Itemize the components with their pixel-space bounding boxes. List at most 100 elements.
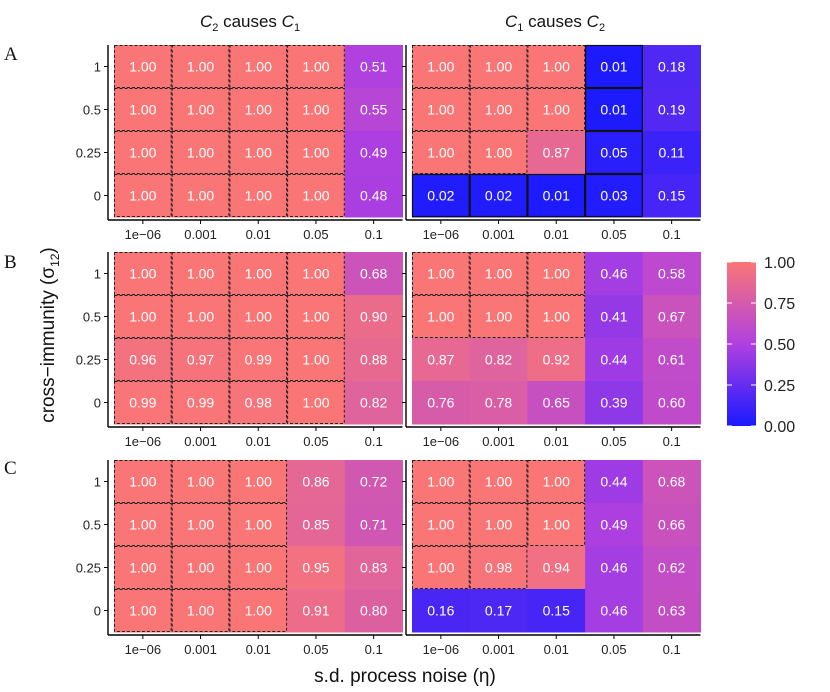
cell-value-label: 0.95 — [302, 560, 329, 576]
heatmap-cell — [642, 338, 701, 382]
cell-outline-dashed — [469, 503, 528, 546]
cell-outline-dashed — [287, 45, 345, 88]
heatmap-cell — [171, 589, 230, 633]
cell-value-label: 1.00 — [187, 59, 214, 75]
y-tick-label: 0.5 — [83, 310, 101, 325]
x-tick-label: 0.001 — [184, 434, 217, 449]
cell-outline-dashed — [171, 338, 230, 381]
cell-value-label: 1.00 — [187, 102, 214, 118]
cell-value-label: 0.46 — [600, 560, 627, 576]
heatmap-cell — [344, 503, 403, 547]
heatmap-cell — [344, 589, 403, 633]
panel-a-2: 1.00 1.00 1.00 0.01 0.18 1.00 1.00 1.00 0.01 0.19… — [402, 44, 701, 242]
heatmap-cell — [344, 252, 403, 296]
cell-outline-dashed — [412, 503, 470, 546]
heatmap-cell — [287, 589, 346, 633]
y-tick-label: 0 — [94, 604, 101, 619]
cell-outline-dashed — [469, 131, 528, 174]
cell-value-label: 1.00 — [187, 145, 214, 161]
cell-outline-dashed — [171, 88, 230, 131]
heatmap-cell — [287, 45, 346, 89]
x-tick-label: 0.1 — [365, 642, 383, 657]
heatmap-cell — [229, 252, 288, 296]
cell-outline-dashed — [527, 252, 586, 295]
cell-outline-dashed — [171, 252, 230, 295]
cell-value-label: 0.71 — [360, 517, 387, 533]
cell-outline-dashed — [229, 460, 288, 503]
cell-outline-dashed — [287, 381, 345, 424]
cell-outline-dashed — [171, 295, 230, 338]
heatmap-cell — [287, 88, 346, 132]
cell-value-label: 1.00 — [129, 59, 156, 75]
panel-c-2: 1.00 1.00 1.00 0.44 0.68 1.00 1.00 1.00 0.49 0.66… — [402, 460, 701, 657]
cell-outline-dashed — [114, 45, 172, 88]
x-tick-label: 0.01 — [544, 642, 569, 657]
cell-outline-dashed — [287, 252, 345, 295]
x-tick-label: 0.1 — [663, 642, 681, 657]
cell-value-label: 0.99 — [129, 395, 156, 411]
cell-value-label: 1.00 — [543, 102, 570, 118]
heatmap-cell — [642, 546, 701, 590]
cell-outline-dashed — [114, 338, 172, 381]
row-label-b: B — [4, 252, 17, 273]
cell-value-label: 0.76 — [427, 395, 454, 411]
cell-value-label: 1.00 — [245, 560, 272, 576]
heatmap-cell — [585, 503, 644, 547]
heatmap-cell — [171, 295, 230, 339]
heatmap-cell — [171, 88, 230, 132]
heatmap-cell — [344, 338, 403, 382]
cell-outline-dashed — [171, 460, 230, 503]
cell-outline-dashed — [229, 546, 288, 589]
heatmap-cell — [171, 131, 230, 175]
heatmap-cell — [585, 381, 644, 425]
x-tick-label: 1e−06 — [423, 642, 460, 657]
x-tick-label: 1e−06 — [125, 227, 162, 242]
cell-value-label: 0.46 — [600, 266, 627, 282]
cell-value-label: 0.03 — [600, 188, 627, 204]
x-tick-label: 0.001 — [184, 227, 217, 242]
cell-value-label: 0.91 — [302, 603, 329, 619]
heatmap-cell — [171, 460, 230, 504]
cell-value-label: 0.90 — [360, 309, 387, 325]
heatmap-cell — [469, 131, 528, 175]
cell-outline-dashed — [229, 45, 288, 88]
x-tick-label: 0.05 — [601, 434, 626, 449]
cell-outline-dashed — [287, 295, 345, 338]
heatmap-cell — [469, 460, 528, 504]
cell-value-label: 0.82 — [485, 352, 512, 368]
cell-outline-dashed — [171, 503, 230, 546]
heatmap-cell — [527, 174, 586, 218]
cell-value-label: 1.00 — [485, 266, 512, 282]
cell-value-label: 1.00 — [245, 474, 272, 490]
heatmap-cell — [344, 381, 403, 425]
cell-outline-dashed — [469, 252, 528, 295]
cell-value-label: 1.00 — [302, 188, 329, 204]
cell-value-label: 0.61 — [658, 352, 685, 368]
heatmap-cell — [344, 88, 403, 132]
cell-outline-dashed — [469, 546, 528, 589]
heatmap-cell — [229, 295, 288, 339]
cell-outline-dashed — [114, 460, 172, 503]
cell-value-label: 0.55 — [360, 102, 387, 118]
cell-value-label: 1.00 — [129, 145, 156, 161]
heatmap-cell — [287, 338, 346, 382]
legend-tick-label: 0.50 — [764, 337, 795, 354]
cell-outline-dashed — [114, 589, 172, 632]
panel-b-1: 1.00 1.00 1.00 1.00 0.68 1.00 1.00 1.00 1.00 0.90… — [76, 252, 403, 449]
cell-value-label: 1.00 — [129, 188, 156, 204]
cell-value-label: 0.02 — [485, 188, 512, 204]
heatmap-cell — [287, 503, 346, 547]
cell-value-label: 0.96 — [129, 352, 156, 368]
heatmap-cell — [229, 338, 288, 382]
panel-a-1: 1.00 1.00 1.00 1.00 0.511.00 1.00 1.00 1.00 0.55… — [76, 45, 403, 242]
heatmap-cell — [412, 252, 471, 296]
y-tick-label: 1 — [94, 267, 101, 282]
heatmap-cell — [344, 131, 403, 175]
x-tick-label: 0.05 — [303, 227, 328, 242]
row-label-c: C — [4, 458, 17, 479]
heatmap-cell — [527, 381, 586, 425]
cell-value-label: 0.01 — [600, 59, 627, 75]
cell-value-label: 0.58 — [658, 266, 685, 282]
x-tick-label: 1e−06 — [125, 434, 162, 449]
